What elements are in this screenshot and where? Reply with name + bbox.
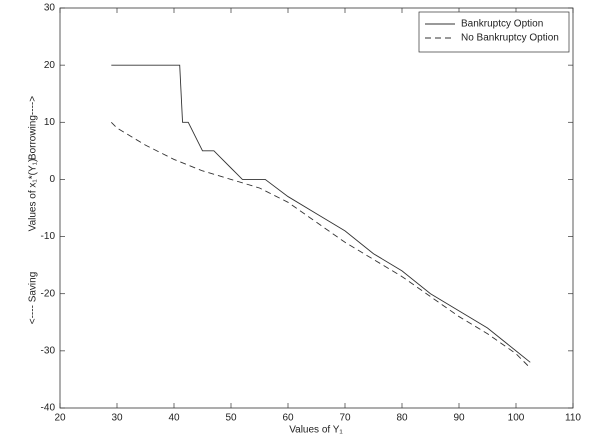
x-tick-label: 110 (565, 413, 581, 424)
y-label-part: Values of x₁*(Y₁) (28, 159, 39, 232)
data-line (111, 64, 531, 363)
y-tick-label: 0 (49, 174, 55, 185)
x-tick-label: 100 (508, 413, 525, 424)
x-axis-label: Values of Y₁ (289, 425, 343, 436)
y-tick-label: -30 (41, 345, 56, 356)
legend: Bankruptcy Option No Bankruptcy Option (418, 11, 570, 53)
x-tick-label: 80 (396, 413, 408, 424)
data-line (110, 121, 531, 369)
plot-frame (59, 7, 574, 409)
x-tick-label: 50 (225, 413, 237, 424)
legend-box (418, 11, 570, 53)
y-tick-label: -20 (41, 288, 56, 299)
x-tick-label: 30 (111, 413, 123, 424)
y-tick-label: 30 (44, 3, 56, 14)
y-tick-label: -10 (41, 231, 56, 242)
y-tick-label: -40 (41, 403, 56, 414)
x-tick-label: 40 (168, 413, 180, 424)
y-axis-label: <---- Saving Values of x₁*(Y₁) Borrowing… (28, 96, 39, 325)
legend-label: Bankruptcy Option (461, 19, 543, 30)
x-tick-label: 70 (339, 413, 351, 424)
legend-label: No Bankruptcy Option (461, 33, 559, 44)
x-tick-label: 90 (453, 413, 465, 424)
y-label-part: <---- Saving (28, 272, 39, 325)
x-tick-label: 20 (54, 413, 66, 424)
y-tick-label: 10 (44, 117, 56, 128)
y-tick-label: 20 (44, 60, 56, 71)
y-label-part: Borrowing----> (28, 96, 39, 160)
x-tick-label: 60 (282, 413, 294, 424)
